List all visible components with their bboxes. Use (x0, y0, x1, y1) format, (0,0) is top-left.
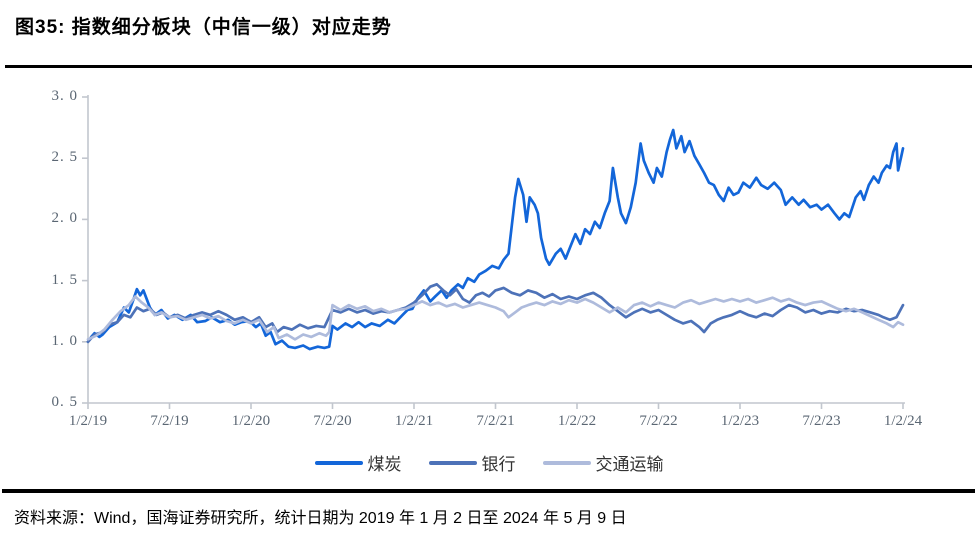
series-line-bank (86, 282, 905, 344)
title-divider (5, 65, 972, 68)
x-tick-label: 1/2/20 (231, 413, 271, 429)
x-tick-label: 7/2/19 (150, 413, 189, 429)
legend-item-coal: 煤炭 (314, 450, 402, 475)
bank-line-swatch (428, 460, 477, 465)
coal-line-swatch (314, 460, 363, 465)
x-tick-label: 7/2/21 (476, 413, 515, 429)
y-tick-label: 0. 5 (51, 394, 78, 410)
y-tick-label: 1. 0 (51, 332, 78, 349)
x-tick-label: 1/2/19 (68, 413, 108, 429)
source-divider (2, 489, 975, 493)
legend-label-coal: 煤炭 (367, 455, 402, 474)
figure-title: 图35: 指数细分板块（中信一级）对应走势 (15, 17, 392, 38)
legend-label-transport: 交通运输 (595, 455, 664, 474)
x-tick-label: 1/2/23 (720, 413, 760, 429)
legend-item-transport: 交通运输 (542, 450, 664, 475)
series-line-transport (86, 295, 905, 341)
transport-line-swatch (542, 460, 591, 465)
y-tick-label: 2. 0 (51, 210, 78, 227)
x-tick-label: 7/2/23 (802, 413, 841, 429)
y-tick-label: 1. 5 (51, 271, 78, 288)
x-tick-label: 1/2/21 (394, 413, 434, 429)
chart-legend: 煤炭 银行 交通运输 (0, 450, 978, 475)
series-line-coal (86, 128, 905, 351)
x-tick-label: 1/2/24 (883, 413, 923, 429)
x-tick-label: 7/2/20 (313, 413, 352, 429)
trend-chart: 0. 5 1. 0 1. 5 2. 0 2. 5 3. 0 1/2/19 7/2/19 1/2… (0, 85, 978, 445)
x-tick-label: 7/2/22 (639, 413, 678, 429)
legend-item-bank: 银行 (428, 450, 516, 475)
x-tick-label: 1/2/22 (557, 413, 597, 429)
y-tick-label: 2. 5 (51, 149, 78, 166)
legend-label-bank: 银行 (481, 455, 516, 474)
y-tick-label: 3. 0 (51, 88, 78, 104)
source-note: 资料来源：Wind，国海证券研究所，统计日期为 2019 年 1 月 2 日至 … (14, 510, 627, 527)
plot-area (82, 95, 905, 409)
